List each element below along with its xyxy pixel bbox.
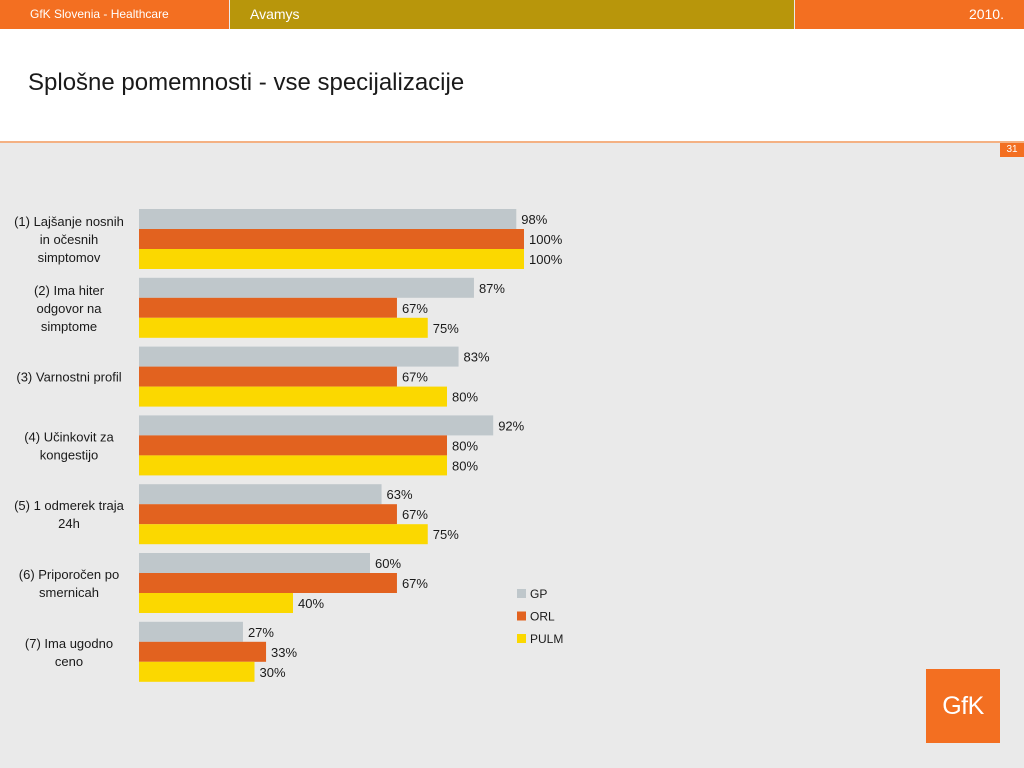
legend-swatch-gp [517,589,526,598]
data-label: 100% [529,232,563,247]
data-label: 30% [260,665,286,680]
data-label: 67% [402,576,428,591]
data-label: 75% [433,527,459,542]
bar-gp [139,346,459,367]
data-label: 67% [402,370,428,385]
header-year: 2010. [795,0,1024,29]
header-company: GfK Slovenia - Healthcare [0,0,229,29]
data-label: 67% [402,507,428,522]
bar-gp [139,415,494,436]
data-label: 100% [529,252,563,267]
category-label: (6) Priporočen po smernicah [19,567,119,600]
bar-gp [139,553,370,573]
legend-swatch-pulm [517,634,526,643]
bar-orl [139,297,397,318]
bar-pulm [139,386,447,407]
bar-pulm [139,317,428,338]
category-label: (5) 1 odmerek traja 24h [14,498,125,531]
bar-gp [139,277,474,298]
bar-orl [139,366,397,387]
bar-orl [139,641,267,662]
data-label: 60% [375,556,401,571]
bar-gp [139,209,517,229]
header-divider [0,141,1024,143]
bar-orl [139,573,397,593]
data-label: 27% [248,625,274,640]
page-number: 31 [1000,143,1024,157]
legend-label-orl: ORL [530,610,555,624]
category-label: (3) Varnostni profil [16,370,121,385]
category-label: (4) Učinkovit za kongestijo [24,429,114,462]
category-label: (2) Ima hiter odgovor na simptome [34,283,105,334]
legend-label-gp: GP [530,587,547,601]
bar-orl [139,229,524,249]
header-product: Avamys [230,0,794,29]
data-label: 63% [387,487,413,502]
slide-title: Splošne pomemnosti - vse specijalizacije [28,69,465,96]
data-label: 92% [498,418,524,433]
data-label: 40% [298,596,324,611]
data-label: 67% [402,301,428,316]
bar-pulm [139,524,428,545]
category-label: (1) Lajšanje nosnih in očesnih simptomov [14,214,124,265]
bar-gp [139,621,243,642]
top-bar: GfK Slovenia - Healthcare Avamys 2010. [0,0,1024,29]
data-label: 75% [433,321,459,336]
bar-gp [139,484,382,505]
data-label: 80% [452,458,478,473]
gfk-logo: GfK [926,669,1000,743]
data-label: 87% [479,281,505,296]
bar-orl [139,504,397,525]
bar-pulm [139,593,293,613]
legend-label-pulm: PULM [530,632,563,646]
data-label: 33% [271,645,297,660]
legend-swatch-orl [517,611,526,621]
data-label: 80% [452,438,478,453]
data-label: 80% [452,390,478,405]
bar-pulm [139,455,447,476]
slide-header: Splošne pomemnosti - vse specijalizacije [0,29,1024,141]
category-label: (7) Ima ugodno ceno [25,636,113,669]
bar-pulm [139,249,524,269]
bar-orl [139,435,447,456]
bar-pulm [139,661,255,682]
data-label: 98% [521,212,547,227]
data-label: 83% [464,350,490,365]
